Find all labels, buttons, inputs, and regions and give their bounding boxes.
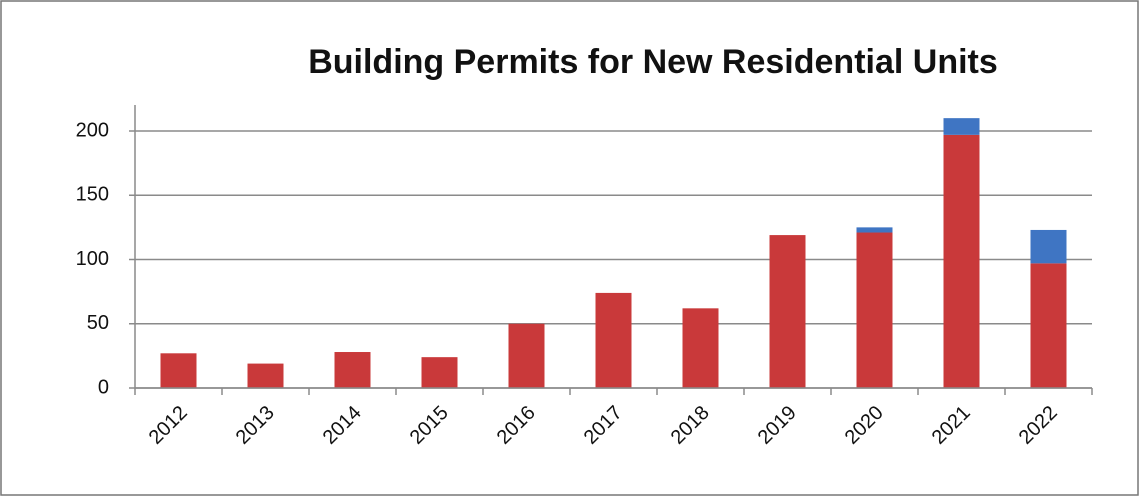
y-tick-label: 150 — [76, 184, 109, 206]
y-tick-label: 50 — [87, 312, 109, 334]
bar-segment — [856, 227, 893, 233]
y-tick-label: 100 — [76, 248, 109, 270]
bar-segment — [1030, 263, 1067, 388]
chart-title: Building Permits for New Residential Uni… — [308, 43, 998, 81]
bar-segment — [508, 323, 545, 388]
bar-segment — [856, 232, 893, 388]
bar-segment — [943, 134, 980, 388]
bar-segment — [160, 353, 197, 388]
bar-segment — [682, 308, 719, 388]
bar-segment — [421, 357, 458, 388]
y-tick-label: 0 — [98, 376, 109, 398]
bar-segment — [769, 235, 806, 388]
bar-segment — [595, 292, 632, 388]
y-tick-label: 200 — [76, 119, 109, 141]
bar-segment — [1030, 229, 1067, 264]
bar-segment — [943, 118, 980, 135]
bar-segment — [334, 352, 371, 388]
bar-segment — [247, 363, 284, 388]
